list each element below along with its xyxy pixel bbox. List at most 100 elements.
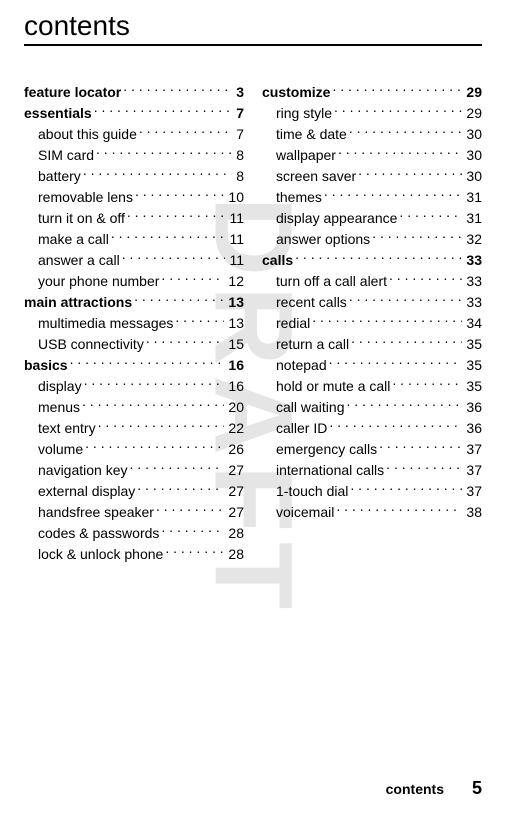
page-title: contents: [24, 10, 482, 46]
toc-dot-leader: [336, 146, 462, 160]
toc-sub-row: screen saver30: [262, 166, 482, 187]
toc-sub-row: SIM card 8: [24, 145, 244, 166]
toc-sub-row: multimedia messages13: [24, 313, 244, 334]
toc-dot-leader: [133, 188, 224, 202]
toc-entry-page: 8: [232, 145, 244, 166]
toc-dot-leader: [330, 83, 462, 97]
toc-entry-title: call waiting: [276, 397, 344, 418]
toc-dot-leader: [81, 167, 232, 181]
toc-dot-leader: [377, 440, 462, 454]
toc-entry-page: 16: [224, 355, 244, 376]
toc-entry-title: menus: [38, 397, 80, 418]
footer-page-number: 5: [472, 778, 482, 798]
toc-entry-page: 31: [462, 187, 482, 208]
toc-entry-page: 29: [462, 82, 482, 103]
toc-sub-row: answer a call 11: [24, 250, 244, 271]
toc-sub-row: wallpaper30: [262, 145, 482, 166]
toc-entry-page: 26: [224, 439, 244, 460]
toc-entry-page: 27: [224, 460, 244, 481]
toc-dot-leader: [163, 545, 224, 559]
toc-entry-page: 10: [224, 187, 244, 208]
toc-dot-leader: [173, 314, 224, 328]
toc-entry-title: display: [38, 376, 82, 397]
toc-dot-leader: [370, 230, 462, 244]
toc-dot-leader: [310, 314, 462, 328]
toc-dot-leader: [347, 293, 463, 307]
toc-entry-page: 30: [462, 145, 482, 166]
toc-dot-leader: [347, 125, 463, 139]
toc-dot-leader: [80, 398, 224, 412]
toc-sub-row: time & date30: [262, 124, 482, 145]
toc-entry-title: feature locator: [24, 82, 121, 103]
toc-dot-leader: [159, 272, 224, 286]
toc-dot-leader: [387, 272, 462, 286]
toc-sub-row: turn off a call alert33: [262, 271, 482, 292]
content-area: contents feature locator3essentials7abou…: [24, 10, 482, 565]
toc-entry-page: 31: [462, 208, 482, 229]
toc-entry-page: 30: [462, 124, 482, 145]
toc-sub-row: display appearance31: [262, 208, 482, 229]
toc-sub-row: caller ID36: [262, 418, 482, 439]
toc-entry-page: 35: [462, 334, 482, 355]
page-footer: contents 5: [386, 778, 482, 799]
toc-entry-title: emergency calls: [276, 439, 377, 460]
toc-sub-row: battery8: [24, 166, 244, 187]
toc-entry-page: 20: [224, 397, 244, 418]
toc-entry-title: multimedia messages: [38, 313, 173, 334]
toc-entry-page: 28: [224, 544, 244, 565]
toc-entry-title: external display: [38, 481, 135, 502]
toc-entry-title: lock & unlock phone: [38, 544, 163, 565]
toc-entry-title: recent calls: [276, 292, 347, 313]
toc-dot-leader: [356, 167, 462, 181]
toc-sub-row: ring style29: [262, 103, 482, 124]
toc-dot-leader: [293, 251, 462, 265]
toc-entry-page: 13: [224, 292, 244, 313]
toc-right-column: customize 29ring style29time & date30wall…: [262, 82, 482, 565]
toc-entry-title: your phone number: [38, 271, 159, 292]
toc-entry-title: redial: [276, 313, 310, 334]
toc-section-row: feature locator3: [24, 82, 244, 103]
toc-entry-title: basics: [24, 355, 68, 376]
toc-sub-row: recent calls33: [262, 292, 482, 313]
toc-entry-page: 11: [225, 229, 244, 250]
toc-entry-page: 11: [225, 250, 244, 271]
toc-section-row: main attractions 13: [24, 292, 244, 313]
toc-sub-row: themes31: [262, 187, 482, 208]
toc-sub-row: answer options32: [262, 229, 482, 250]
toc-entry-title: customize: [262, 82, 330, 103]
toc-sub-row: your phone number12: [24, 271, 244, 292]
toc-dot-leader: [327, 419, 462, 433]
toc-sub-row: call waiting36: [262, 397, 482, 418]
toc-entry-title: screen saver: [276, 166, 356, 187]
toc-dot-leader: [348, 482, 462, 496]
toc-dot-leader: [344, 398, 462, 412]
toc-dot-leader: [390, 377, 462, 391]
toc-entry-title: main attractions: [24, 292, 132, 313]
toc-entry-page: 35: [462, 376, 482, 397]
toc-sub-row: notepad35: [262, 355, 482, 376]
toc-sub-row: return a call35: [262, 334, 482, 355]
toc-entry-title: voicemail: [276, 502, 334, 523]
toc-section-row: customize 29: [262, 82, 482, 103]
toc-entry-page: 35: [462, 355, 482, 376]
toc-dot-leader: [94, 146, 232, 160]
toc-entry-title: caller ID: [276, 418, 327, 439]
toc-dot-leader: [135, 482, 224, 496]
toc-sub-row: removable lens10: [24, 187, 244, 208]
toc-entry-page: 37: [462, 481, 482, 502]
toc-entry-page: 27: [224, 502, 244, 523]
toc-entry-page: 37: [462, 460, 482, 481]
toc-dot-leader: [92, 104, 232, 118]
toc-entry-title: SIM card: [38, 145, 94, 166]
toc-sub-row: emergency calls37: [262, 439, 482, 460]
toc-sub-row: make a call11: [24, 229, 244, 250]
footer-label: contents: [386, 781, 444, 797]
toc-dot-leader: [397, 209, 462, 223]
toc-dot-leader: [120, 251, 226, 265]
toc-entry-title: turn it on & off: [38, 208, 125, 229]
toc-sub-row: international calls37: [262, 460, 482, 481]
toc-entry-page: 11: [225, 208, 244, 229]
toc-section-row: calls33: [262, 250, 482, 271]
toc-entry-title: answer a call: [38, 250, 120, 271]
toc-entry-page: 28: [224, 523, 244, 544]
